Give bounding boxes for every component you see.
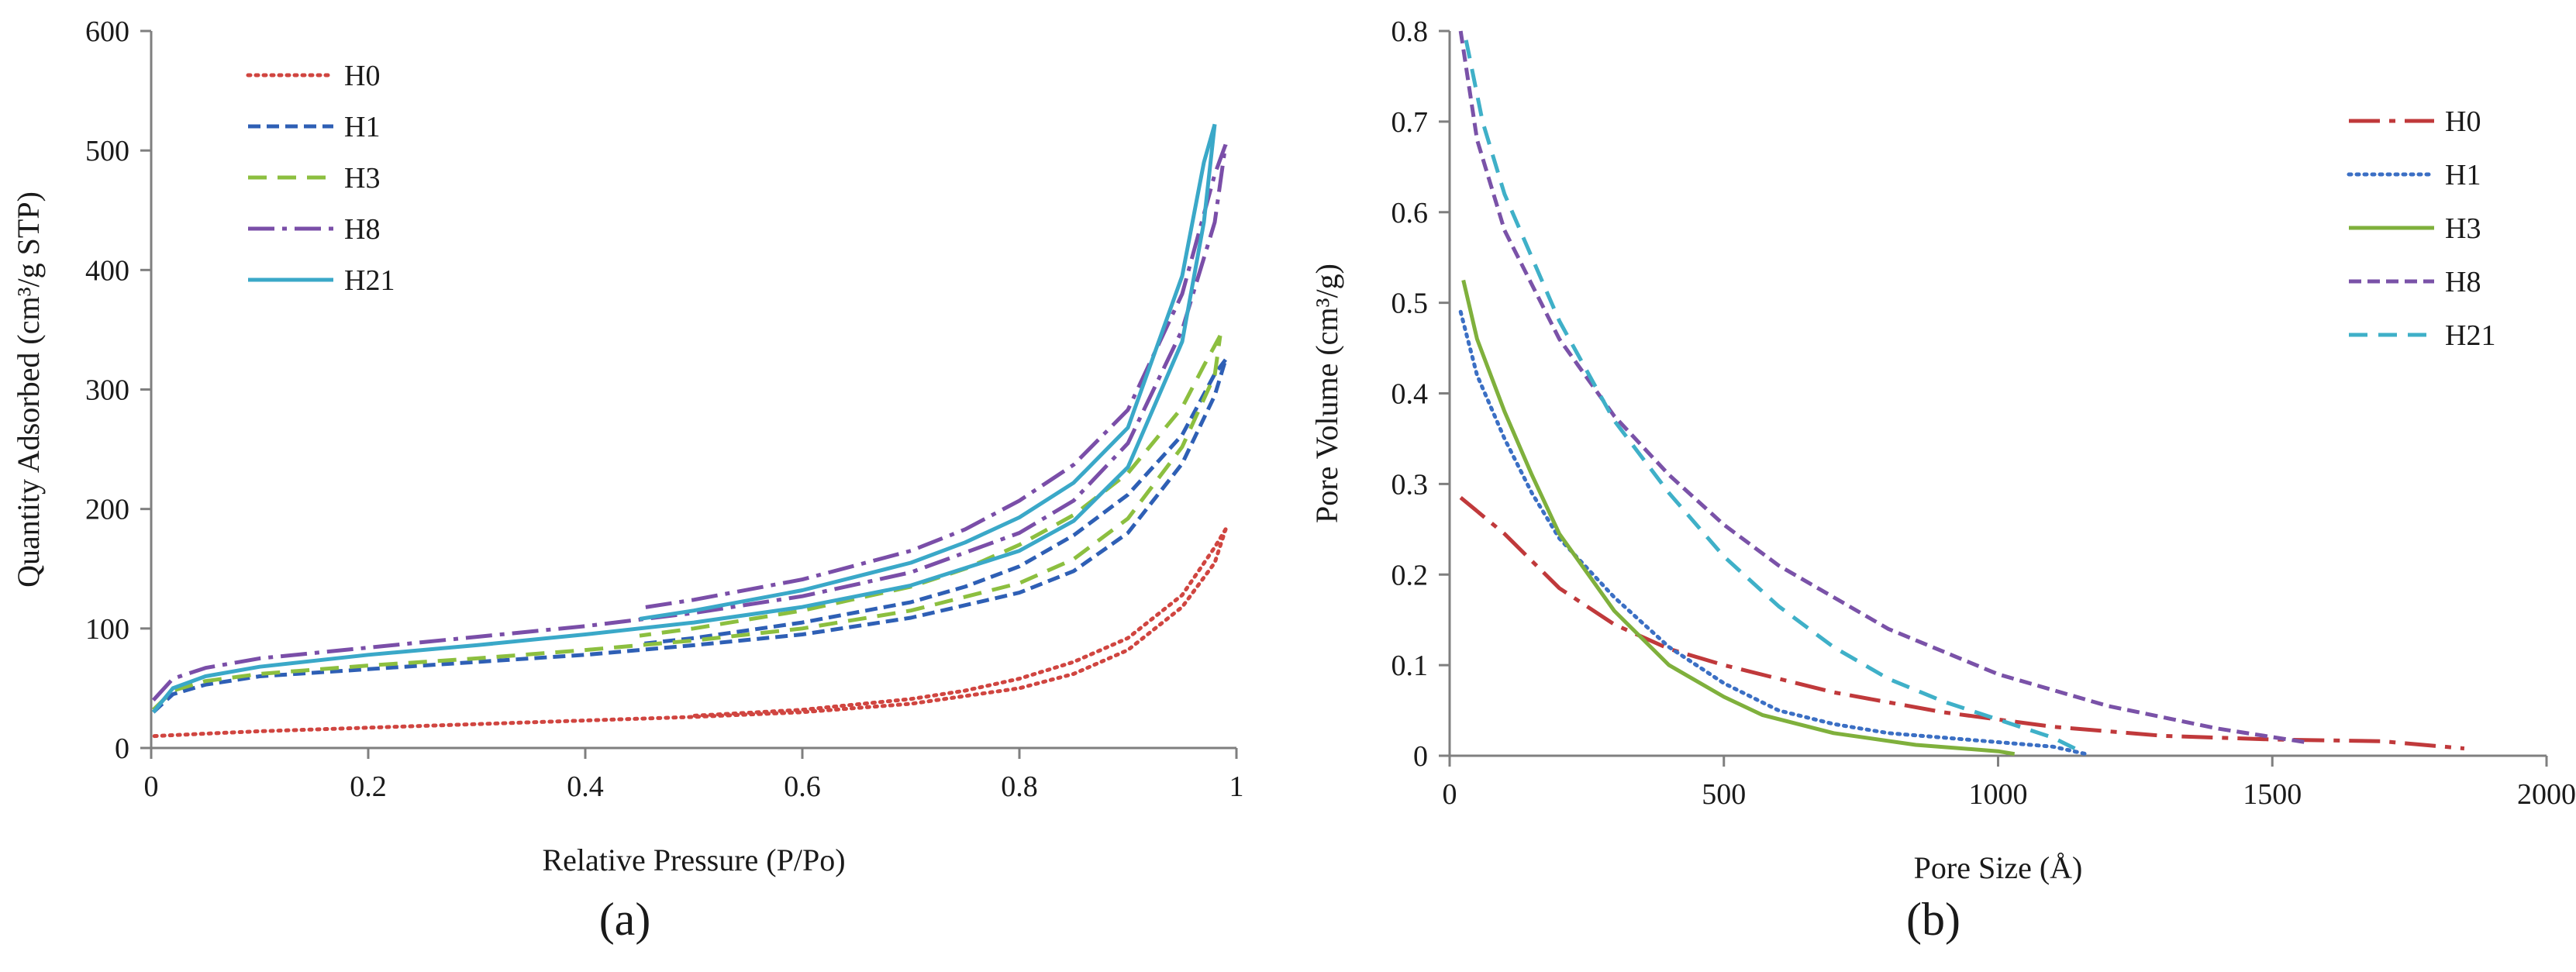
chart-b-x-tick-label: 500: [1702, 778, 1746, 811]
chart-b-x-tick-label: 1000: [1969, 778, 2028, 811]
chart-a-y-tick-label: 200: [85, 494, 129, 526]
chart-a-y-tick-label: 400: [85, 254, 129, 287]
chart-a-x-tick-label: 0: [144, 770, 159, 803]
chart-a-series-h21-adsorption: [151, 124, 1217, 714]
chart-a-x-tick-label: 0.2: [350, 770, 387, 803]
chart-a-legend-label-h21: H21: [344, 264, 395, 297]
chart-a-series-h1-adsorption: [152, 359, 1228, 714]
chart-a-series-h0-desorption: [691, 527, 1228, 718]
chart-b-y-tick-label: 0.2: [1391, 559, 1429, 591]
chart-a-y-tick-label: 0: [115, 732, 129, 765]
chart-b-y-tick-label: 0.7: [1391, 106, 1429, 139]
chart-b-series-h21: [1464, 40, 2081, 753]
chart-a-panel-label: (a): [599, 894, 651, 945]
chart-a-isotherms: 0 0.2 0.4 0.6 0.8 1 0 100 200 300 400 500 600 Relativ…: [11, 16, 1244, 945]
chart-a-x-tick-label: 0.6: [784, 770, 821, 803]
chart-a-y-axis-title: Quantity Adsorbed (cm³/g STP): [11, 191, 46, 588]
chart-b-x-tick-label: 0: [1443, 778, 1457, 811]
chart-a-y-tick-label: 600: [85, 16, 129, 48]
chart-b-y-tick-label: 0.3: [1391, 468, 1429, 501]
chart-a-y-tick-label: 100: [85, 613, 129, 646]
chart-b-y-tick-label: 0.1: [1391, 650, 1429, 682]
chart-a-legend-label-h0: H0: [344, 60, 380, 92]
chart-b-legend-label-h8: H8: [2445, 266, 2481, 298]
chart-b-panel-label: (b): [1906, 894, 1960, 945]
chart-b-x-axis-title: Pore Size (Å): [1914, 850, 2083, 885]
chart-a-legend-label-h8: H8: [344, 213, 380, 246]
chart-b-y-tick-label: 0.6: [1391, 197, 1429, 229]
chart-b-y-tick-label: 0.4: [1391, 378, 1429, 411]
chart-a-y-tick-label: 300: [85, 374, 129, 407]
chart-a-y-tick-label: 500: [85, 135, 129, 167]
chart-a-x-tick-label: 0.4: [567, 770, 604, 803]
chart-b-x-tick-label: 1500: [2243, 778, 2302, 811]
chart-b-y-tick-label: 0.8: [1391, 16, 1429, 48]
chart-b-pore-distribution: 0 500 1000 1500 2000 0 0.1 0.2 0.3 0.4 0.5 0.6 0.7 0.…: [1309, 16, 2576, 945]
chart-b-x-tick-label: 2000: [2517, 778, 2576, 811]
chart-b-series-h3: [1461, 279, 2016, 757]
chart-b-legend: H0 H1 H3 H8 H21: [2347, 105, 2495, 352]
chart-b-legend-label-h0: H0: [2445, 105, 2481, 138]
chart-a-series-h21-desorption: [639, 123, 1217, 621]
chart-b-legend-label-h3: H3: [2445, 212, 2481, 245]
chart-b-series-h8: [1458, 30, 2306, 744]
chart-a-x-tick-label: 1: [1229, 770, 1244, 803]
chart-b-y-tick-label: 0: [1413, 740, 1428, 773]
chart-a-series-h0-adsorption: [152, 527, 1228, 739]
chart-a-legend-label-h3: H3: [344, 162, 380, 195]
chart-a-series-h3-desorption: [639, 334, 1222, 638]
chart-a-series-h8-desorption: [639, 143, 1228, 611]
chart-b-y-tick-label: 0.5: [1391, 288, 1429, 320]
chart-b-legend-label-h1: H1: [2445, 159, 2481, 191]
chart-b-legend-label-h21: H21: [2445, 319, 2495, 352]
chart-a-x-axis-title: Relative Pressure (P/Po): [542, 843, 845, 877]
chart-b-series-h0: [1459, 495, 2465, 751]
chart-a-series-h3-adsorption: [152, 335, 1222, 712]
chart-a-x-tick-label: 0.8: [1001, 770, 1038, 803]
chart-a-series-h8-adsorption: [151, 144, 1228, 701]
chart-a-series-h1-desorption: [639, 358, 1227, 646]
chart-a-legend: H0 H1 H3 H8 H21: [246, 60, 395, 297]
chart-b-series-h1: [1458, 309, 2088, 757]
chart-a-legend-label-h1: H1: [344, 111, 380, 143]
chart-b-y-axis-title: Pore Volume (cm³/g): [1309, 264, 1344, 523]
